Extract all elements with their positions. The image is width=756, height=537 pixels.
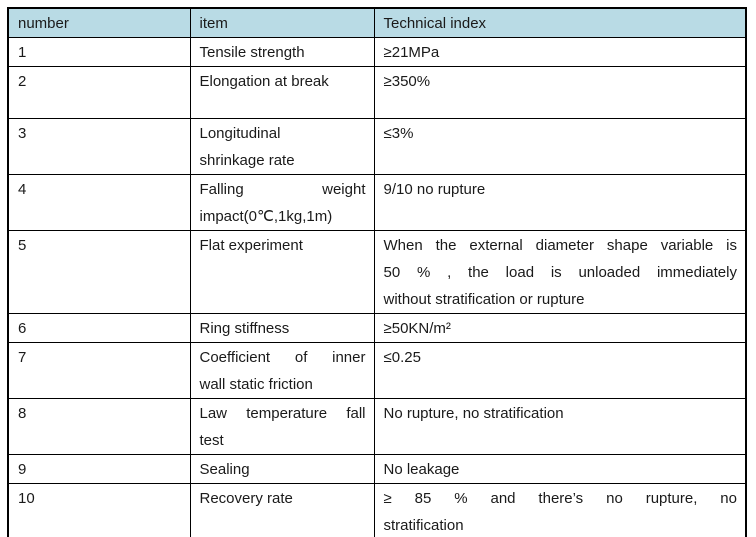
cell-technical-index: 9/10 no rupture bbox=[373, 174, 747, 231]
cell-technical-index: When the external diameter shape variabl… bbox=[373, 230, 747, 314]
header-cell-number: number bbox=[7, 7, 191, 38]
table-row: 8 Law temperature fall test No rupture, … bbox=[7, 398, 747, 455]
table-row: 7 Coefficient of inner wall static frict… bbox=[7, 342, 747, 399]
cell-item: Falling weight impact(0℃,1kg,1m) bbox=[189, 174, 375, 231]
cell-item-line: Falling weight bbox=[199, 181, 366, 198]
table-row: 10 Recovery rate ≥ 85 % and there’s no r… bbox=[7, 483, 747, 537]
cell-number: 7 bbox=[7, 342, 191, 399]
cell-item: Longitudinal shrinkage rate bbox=[189, 118, 375, 175]
cell-number: 10 bbox=[7, 483, 191, 537]
table-row: 3 Longitudinal shrinkage rate ≤3% bbox=[7, 118, 747, 175]
table-row: 2 Elongation at break ≥350% bbox=[7, 66, 747, 119]
cell-technical-index: ≥21MPa bbox=[373, 37, 747, 67]
cell-index-line: stratification bbox=[383, 517, 464, 534]
cell-index-line: without stratification or rupture bbox=[383, 291, 585, 308]
cell-index-line: ≥ 85 % and there’s no rupture, no bbox=[383, 490, 738, 507]
table-row: 9 Sealing No leakage bbox=[7, 454, 747, 484]
cell-number: 2 bbox=[7, 66, 191, 119]
table-row: 1 Tensile strength ≥21MPa bbox=[7, 37, 747, 67]
cell-item: Recovery rate bbox=[189, 483, 375, 537]
technical-index-table: number item Technical index 1 Tensile st… bbox=[7, 7, 747, 537]
cell-number: 6 bbox=[7, 313, 191, 343]
cell-technical-index: ≥350% bbox=[373, 66, 747, 119]
cell-item: Law temperature fall test bbox=[189, 398, 375, 455]
cell-number: 4 bbox=[7, 174, 191, 231]
cell-technical-index: No rupture, no stratification bbox=[373, 398, 747, 455]
cell-index-line: When the external diameter shape variabl… bbox=[383, 237, 738, 254]
cell-item-line: impact(0℃,1kg,1m) bbox=[199, 208, 333, 225]
cell-number: 5 bbox=[7, 230, 191, 314]
cell-technical-index: ≤3% bbox=[373, 118, 747, 175]
cell-technical-index: ≥50KN/m² bbox=[373, 313, 747, 343]
header-cell-technical-index: Technical index bbox=[373, 7, 747, 38]
cell-item-line: shrinkage rate bbox=[199, 152, 295, 169]
cell-number: 9 bbox=[7, 454, 191, 484]
cell-item: Flat experiment bbox=[189, 230, 375, 314]
cell-item-line: Coefficient of inner bbox=[199, 349, 366, 366]
cell-item: Sealing bbox=[189, 454, 375, 484]
cell-index-line: 50 % , the load is unloaded immediately bbox=[383, 264, 738, 281]
cell-item-line: wall static friction bbox=[199, 376, 313, 393]
cell-item-line: test bbox=[199, 432, 224, 449]
cell-item: Tensile strength bbox=[189, 37, 375, 67]
table-row: 5 Flat experiment When the external diam… bbox=[7, 230, 747, 314]
table-header-row: number item Technical index bbox=[7, 7, 747, 38]
cell-item-line: Longitudinal bbox=[199, 125, 281, 142]
table-row: 4 Falling weight impact(0℃,1kg,1m) 9/10 … bbox=[7, 174, 747, 231]
cell-item-line: Law temperature fall bbox=[199, 405, 366, 422]
header-cell-item: item bbox=[189, 7, 375, 38]
cell-number: 3 bbox=[7, 118, 191, 175]
cell-technical-index: ≤0.25 bbox=[373, 342, 747, 399]
cell-technical-index: No leakage bbox=[373, 454, 747, 484]
cell-number: 8 bbox=[7, 398, 191, 455]
cell-item: Ring stiffness bbox=[189, 313, 375, 343]
cell-item: Elongation at break bbox=[189, 66, 375, 119]
cell-number: 1 bbox=[7, 37, 191, 67]
cell-technical-index: ≥ 85 % and there’s no rupture, no strati… bbox=[373, 483, 747, 537]
table-row: 6 Ring stiffness ≥50KN/m² bbox=[7, 313, 747, 343]
cell-item: Coefficient of inner wall static frictio… bbox=[189, 342, 375, 399]
